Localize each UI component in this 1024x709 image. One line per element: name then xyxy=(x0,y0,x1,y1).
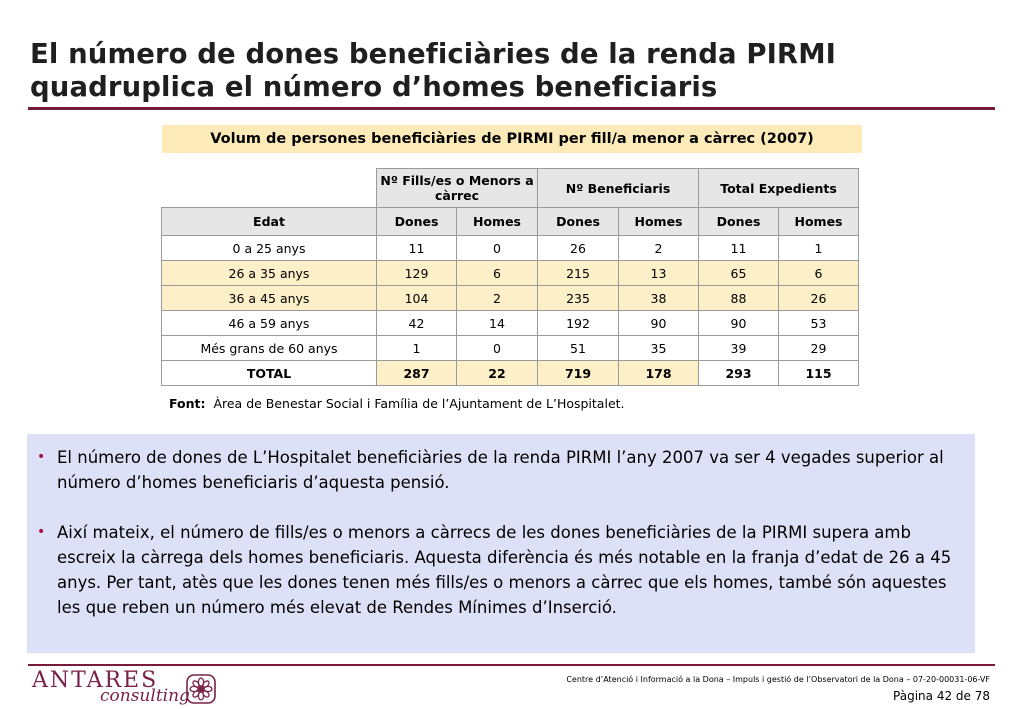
table-cell: 129 xyxy=(376,260,457,286)
table-cell: 192 xyxy=(537,310,619,336)
page-title: El número de dones beneficiàries de la r… xyxy=(30,38,836,103)
table-cell: 90 xyxy=(618,310,699,336)
total-cell: 115 xyxy=(778,360,859,386)
table-cell: 35 xyxy=(618,335,699,361)
bullet-dot-icon: • xyxy=(37,524,46,540)
company-logo-subtitle: consulting xyxy=(100,686,190,706)
company-logo-wordmark: ANTARES xyxy=(32,668,159,693)
row-label: 26 a 35 anys xyxy=(161,260,377,286)
table-row: 46 a 59 anys 42 14 192 90 90 53 xyxy=(161,310,859,336)
table-cell: 88 xyxy=(698,285,779,311)
total-cell: 22 xyxy=(456,360,538,386)
group-header-beneficiaries: Nº Beneficiaris xyxy=(537,168,699,208)
table-cell: 26 xyxy=(537,235,619,261)
table-cell: 6 xyxy=(778,260,859,286)
title-divider xyxy=(28,107,995,110)
summary-panel: • El número de dones de L’Hospitalet ben… xyxy=(27,434,975,653)
table-cell: 0 xyxy=(456,235,538,261)
bullet-text: El número de dones de L’Hospitalet benef… xyxy=(57,448,944,492)
table-source: Font: Àrea de Benestar Social i Família … xyxy=(169,396,625,411)
empty-corner-cell xyxy=(162,169,377,208)
column-header-dones: Dones xyxy=(537,207,619,236)
total-cell: 287 xyxy=(376,360,457,386)
column-header-edat: Edat xyxy=(161,207,377,236)
column-header-homes: Homes xyxy=(456,207,538,236)
total-cell: 293 xyxy=(698,360,779,386)
row-label: 36 a 45 anys xyxy=(161,285,377,311)
column-header-dones: Dones xyxy=(376,207,457,236)
table-group-header-row: Nº Fills/es o Menors a càrrec Nº Benefic… xyxy=(162,168,859,208)
table-cell: 2 xyxy=(618,235,699,261)
table-cell: 0 xyxy=(456,335,538,361)
table-total-row: TOTAL 287 22 719 178 293 115 xyxy=(161,360,859,386)
table-cell: 235 xyxy=(537,285,619,311)
document-reference: Centre d’Atenció i Informació a la Dona … xyxy=(566,675,990,684)
table-cell: 14 xyxy=(456,310,538,336)
table-cell: 51 xyxy=(537,335,619,361)
bullet-text: Així mateix, el número de fills/es o men… xyxy=(57,523,952,617)
table-row: 0 a 25 anys 11 0 26 2 11 1 xyxy=(161,235,859,261)
table-cell: 2 xyxy=(456,285,538,311)
table-row: 26 a 35 anys 129 6 215 13 65 6 xyxy=(161,260,859,286)
table-cell: 39 xyxy=(698,335,779,361)
flower-logo-icon xyxy=(186,674,216,704)
beneficiaries-table: Nº Fills/es o Menors a càrrec Nº Benefic… xyxy=(161,168,859,386)
group-header-expedients: Total Expedients xyxy=(698,168,859,208)
table-cell: 29 xyxy=(778,335,859,361)
table-cell: 38 xyxy=(618,285,699,311)
page-number: Pàgina 42 de 78 xyxy=(893,689,990,703)
table-cell: 11 xyxy=(698,235,779,261)
row-label: 46 a 59 anys xyxy=(161,310,377,336)
table-cell: 104 xyxy=(376,285,457,311)
column-header-homes: Homes xyxy=(778,207,859,236)
column-header-homes: Homes xyxy=(618,207,699,236)
table-caption: Volum de persones beneficiàries de PIRMI… xyxy=(162,125,862,153)
table-sub-header-row: Edat Dones Homes Dones Homes Dones Homes xyxy=(161,207,859,236)
group-header-children: Nº Fills/es o Menors a càrrec xyxy=(376,168,538,208)
footer-divider xyxy=(28,664,995,666)
table-cell: 215 xyxy=(537,260,619,286)
table-cell: 53 xyxy=(778,310,859,336)
row-label: 0 a 25 anys xyxy=(161,235,377,261)
total-cell: 178 xyxy=(618,360,699,386)
total-cell: 719 xyxy=(537,360,619,386)
row-label-total: TOTAL xyxy=(161,360,377,386)
table-cell: 11 xyxy=(376,235,457,261)
table-cell: 65 xyxy=(698,260,779,286)
column-header-dones: Dones xyxy=(698,207,779,236)
table-cell: 90 xyxy=(698,310,779,336)
source-label: Font: xyxy=(169,396,206,411)
table-cell: 1 xyxy=(376,335,457,361)
table-cell: 26 xyxy=(778,285,859,311)
table-cell: 1 xyxy=(778,235,859,261)
table-row: Més grans de 60 anys 1 0 51 35 39 29 xyxy=(161,335,859,361)
bullet-dot-icon: • xyxy=(37,449,46,465)
row-label: Més grans de 60 anys xyxy=(161,335,377,361)
table-row: 36 a 45 anys 104 2 235 38 88 26 xyxy=(161,285,859,311)
bullet-item: • El número de dones de L’Hospitalet ben… xyxy=(37,445,967,495)
table-cell: 42 xyxy=(376,310,457,336)
table-cell: 13 xyxy=(618,260,699,286)
bullet-item: • Així mateix, el número de fills/es o m… xyxy=(37,520,967,620)
source-text: Àrea de Benestar Social i Família de l’A… xyxy=(213,396,625,411)
table-cell: 6 xyxy=(456,260,538,286)
